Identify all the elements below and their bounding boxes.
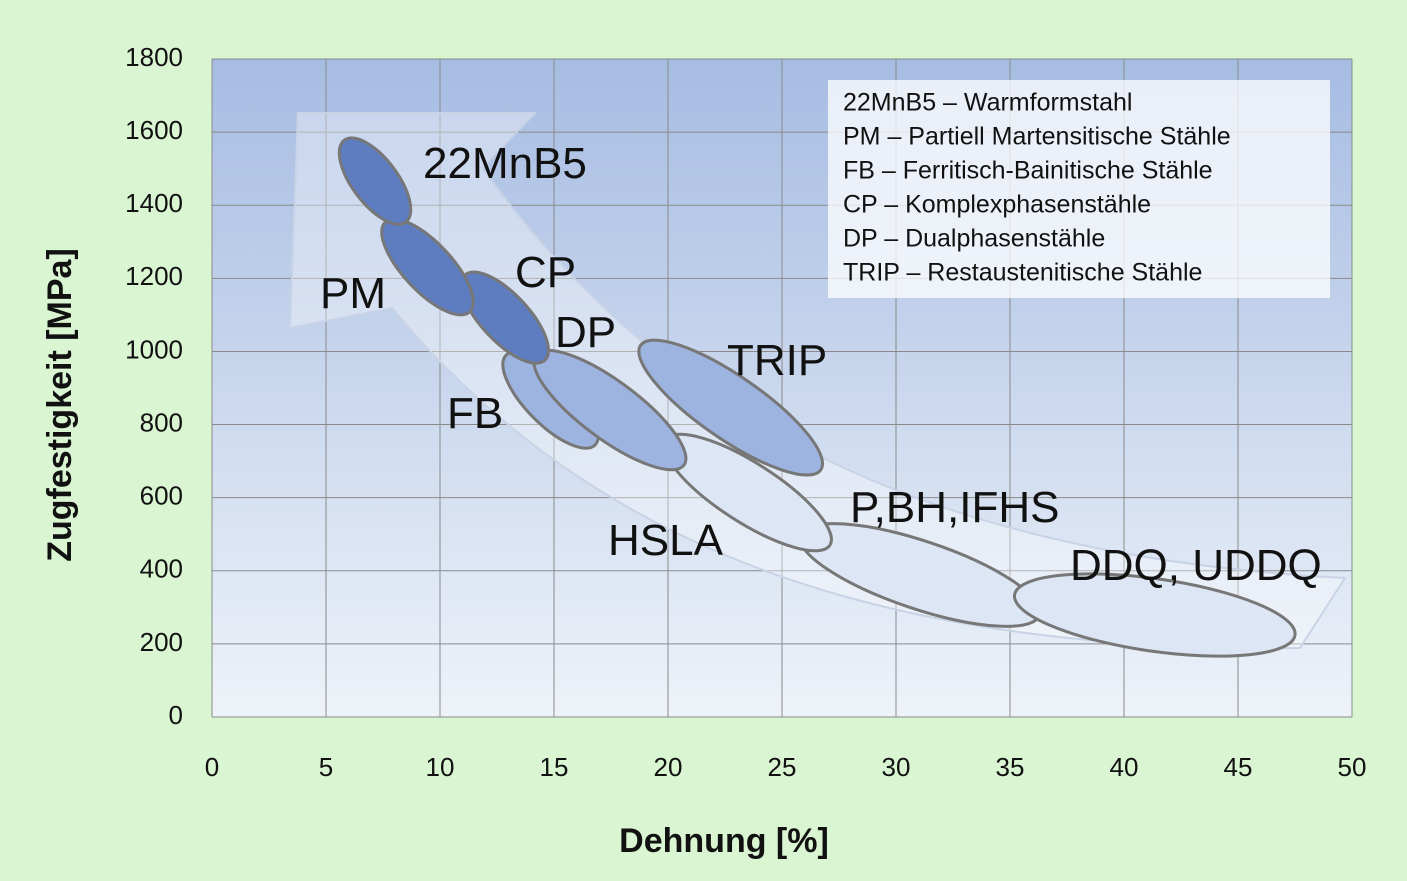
- legend-entry: FB – Ferritisch-Bainitische Stähle: [843, 157, 1213, 185]
- y-tick-label: 1600: [125, 115, 183, 145]
- x-tick-label: 20: [654, 752, 683, 782]
- x-tick-label: 45: [1224, 752, 1253, 782]
- legend-entry: CP – Komplexphasenstähle: [843, 191, 1151, 219]
- y-tick-label: 1200: [125, 261, 183, 291]
- legend-entry: TRIP – Restaustenitische Stähle: [843, 259, 1202, 287]
- region-label: DP: [555, 308, 616, 357]
- region: [1012, 572, 1297, 658]
- y-tick-label: 1400: [125, 188, 183, 218]
- y-tick-label: 1000: [125, 334, 183, 364]
- region-label: CP: [515, 248, 576, 297]
- region-label: 22MnB5: [423, 139, 587, 188]
- y-tick-label: 600: [140, 481, 183, 511]
- x-tick-label: 0: [205, 752, 219, 782]
- x-tick-label: 40: [1110, 752, 1139, 782]
- legend-entry: PM – Partiell Martensitische Stähle: [843, 123, 1231, 151]
- y-axis-title: Zugfestigkeit [MPa]: [41, 248, 79, 562]
- y-tick-label: 1800: [125, 42, 183, 72]
- y-tick-label: 800: [140, 407, 183, 437]
- x-axis-title: Dehnung [%]: [619, 822, 829, 860]
- region-label: DDQ, UDDQ: [1070, 541, 1322, 590]
- y-tick-label: 400: [140, 554, 183, 584]
- x-tick-label: 35: [996, 752, 1025, 782]
- x-tick-label: 25: [768, 752, 797, 782]
- legend-entry: 22MnB5 – Warmformstahl: [843, 89, 1132, 117]
- legend-box: [828, 80, 1330, 298]
- regions: [337, 136, 1297, 658]
- region-label: FB: [447, 389, 503, 438]
- y-tick-label: 0: [169, 700, 183, 730]
- legend: 22MnB5 – Warmformstahl PM – Partiell Mart…: [843, 89, 1231, 287]
- x-tick-label: 30: [882, 752, 911, 782]
- x-tick-label: 10: [426, 752, 455, 782]
- region: [337, 136, 413, 226]
- legend-entry: DP – Dualphasenstähle: [843, 225, 1105, 253]
- region-label: P,BH,IFHS: [850, 483, 1059, 532]
- y-tick-label: 200: [140, 627, 183, 657]
- x-tick-label: 5: [319, 752, 333, 782]
- region: [637, 338, 825, 477]
- region-label: TRIP: [727, 336, 827, 385]
- region-label: HSLA: [608, 516, 724, 565]
- region-label: PM: [320, 269, 386, 318]
- x-tick-label: 15: [540, 752, 569, 782]
- x-tick-label: 50: [1338, 752, 1367, 782]
